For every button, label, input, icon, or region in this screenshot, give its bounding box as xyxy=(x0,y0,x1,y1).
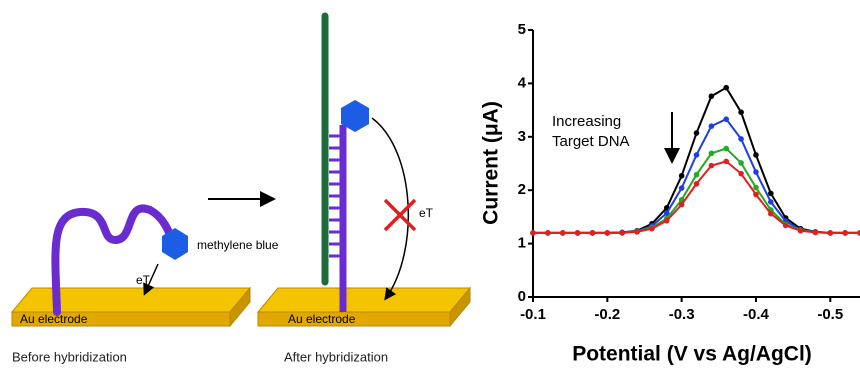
x-tick-label: -0.1 xyxy=(520,306,546,323)
fit-line xyxy=(533,160,860,234)
x-tick-label: -0.2 xyxy=(594,306,620,323)
x-tick-label: -0.4 xyxy=(743,306,770,323)
label: methylene blue xyxy=(197,238,279,252)
y-tick-label: 2 xyxy=(518,181,526,198)
et-label: eT xyxy=(419,206,434,220)
annotation: Increasing xyxy=(552,113,621,130)
electrode-top xyxy=(256,287,472,313)
y-tick-label: 0 xyxy=(518,288,526,305)
fit-line xyxy=(533,147,860,234)
x-tick-label: -0.3 xyxy=(669,306,695,323)
y-tick-label: 4 xyxy=(518,74,527,91)
electrode-top xyxy=(10,287,252,313)
dna-strand xyxy=(51,204,176,316)
x-axis-title: Potential (V vs Ag/AgCl) xyxy=(572,343,812,366)
electrode-label: Au electrode xyxy=(288,312,356,326)
caption: Before hybridization xyxy=(12,349,127,364)
fit-line xyxy=(533,86,860,234)
y-tick-label: 5 xyxy=(518,21,526,38)
y-axis-title: Current (μA) xyxy=(480,101,503,225)
electrode-label: Au electrode xyxy=(20,312,88,326)
methylene-blue-icon xyxy=(162,228,188,260)
et-arrow xyxy=(143,263,159,296)
series xyxy=(530,158,860,236)
blocked-mark xyxy=(383,198,417,232)
before-diagram: methylene blue eT Au electrode Before hy… xyxy=(10,204,279,364)
caption: After hybridization xyxy=(284,349,388,364)
electrode-side xyxy=(449,286,471,328)
y-tick-label: 3 xyxy=(518,128,526,145)
methylene-blue-icon xyxy=(341,100,369,132)
x-tick-label: -0.5 xyxy=(817,306,843,323)
after-diagram: eT Au electrode After hybridization xyxy=(256,12,472,364)
electrode-side xyxy=(229,286,251,328)
chart: Current (μA) Potential (V vs Ag/AgCl) In… xyxy=(480,21,860,366)
annotation: Target DNA xyxy=(552,133,630,150)
et-arrow xyxy=(371,117,409,301)
y-tick-label: 1 xyxy=(518,235,526,252)
